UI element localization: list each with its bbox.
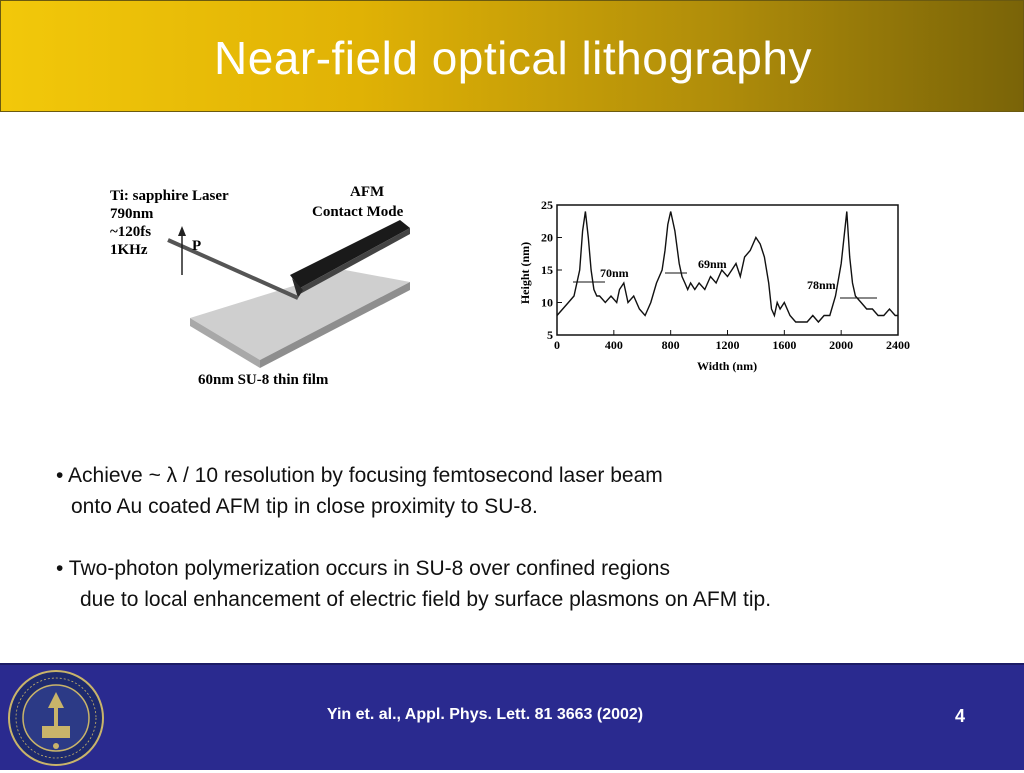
laser-label-3: ~120fs — [110, 224, 151, 240]
afm-tip — [292, 278, 303, 298]
bullet-list: • Achieve ~ λ / 10 resolution by focusin… — [56, 460, 986, 615]
x-tick-label: 2000 — [829, 338, 853, 352]
footer-bar: Yin et. al., Appl. Phys. Lett. 81 3663 (… — [0, 663, 1024, 770]
x-tick-label: 400 — [605, 338, 623, 352]
x-tick-label: 1600 — [772, 338, 796, 352]
su8-film-front — [190, 318, 260, 368]
laser-label-4: 1KHz — [110, 242, 148, 258]
y-tick-label: 20 — [541, 231, 553, 245]
polarization-label: P — [192, 238, 201, 254]
university-seal-logo — [6, 668, 106, 768]
bullet-2-line-1: • Two-photon polymerization occurs in SU… — [56, 557, 670, 580]
slide-title: Near-field optical lithography — [214, 32, 812, 84]
x-tick-label: 800 — [662, 338, 680, 352]
citation-text: Yin et. al., Appl. Phys. Lett. 81 3663 (… — [326, 706, 644, 723]
y-tick-label: 10 — [541, 296, 553, 310]
afm-label-2: Contact Mode — [312, 204, 404, 220]
su8-film-side — [260, 282, 410, 368]
series-line-height — [556, 211, 898, 324]
bullet-2-line-2: due to local enhancement of electric fie… — [80, 588, 772, 611]
laser-label-2: 790nm — [110, 206, 154, 222]
page-number: 4 — [955, 706, 966, 726]
su8-film-top — [190, 270, 410, 360]
annotation-70nm: 70nm — [600, 266, 629, 280]
afm-setup-figure: Ti: sapphire Laser 790nm ~120fs 1KHz P A… — [100, 170, 445, 395]
x-axis-label: Width (nm) — [697, 359, 757, 373]
x-tick-label: 0 — [554, 338, 560, 352]
y-tick-label: 25 — [541, 198, 553, 212]
afm-cantilever-side — [300, 228, 410, 294]
y-tick-label: 5 — [547, 328, 553, 342]
laser-label-1: Ti: sapphire Laser — [110, 188, 229, 204]
y-tick-label: 15 — [541, 263, 553, 277]
x-tick-label: 2400 — [886, 338, 910, 352]
film-caption: 60nm SU-8 thin film — [198, 372, 329, 388]
height-profile-chart: 0 400 800 1200 1600 2000 2400 5 10 15 20 25 Width … — [515, 195, 925, 380]
bullet-1-line-1: • Achieve ~ λ / 10 resolution by focusin… — [56, 464, 663, 487]
title-bar: Near-field optical lithography — [0, 0, 1024, 112]
annotation-78nm: 78nm — [807, 278, 836, 292]
x-tick-label: 1200 — [716, 338, 740, 352]
afm-cantilever — [290, 220, 410, 288]
annotation-69nm: 69nm — [698, 257, 727, 271]
bullet-1-line-2: onto Au coated AFM tip in close proximit… — [71, 495, 538, 518]
afm-label-1: AFM — [350, 184, 384, 200]
y-axis-label: Height (nm) — [518, 242, 532, 304]
laser-beam — [167, 238, 299, 300]
